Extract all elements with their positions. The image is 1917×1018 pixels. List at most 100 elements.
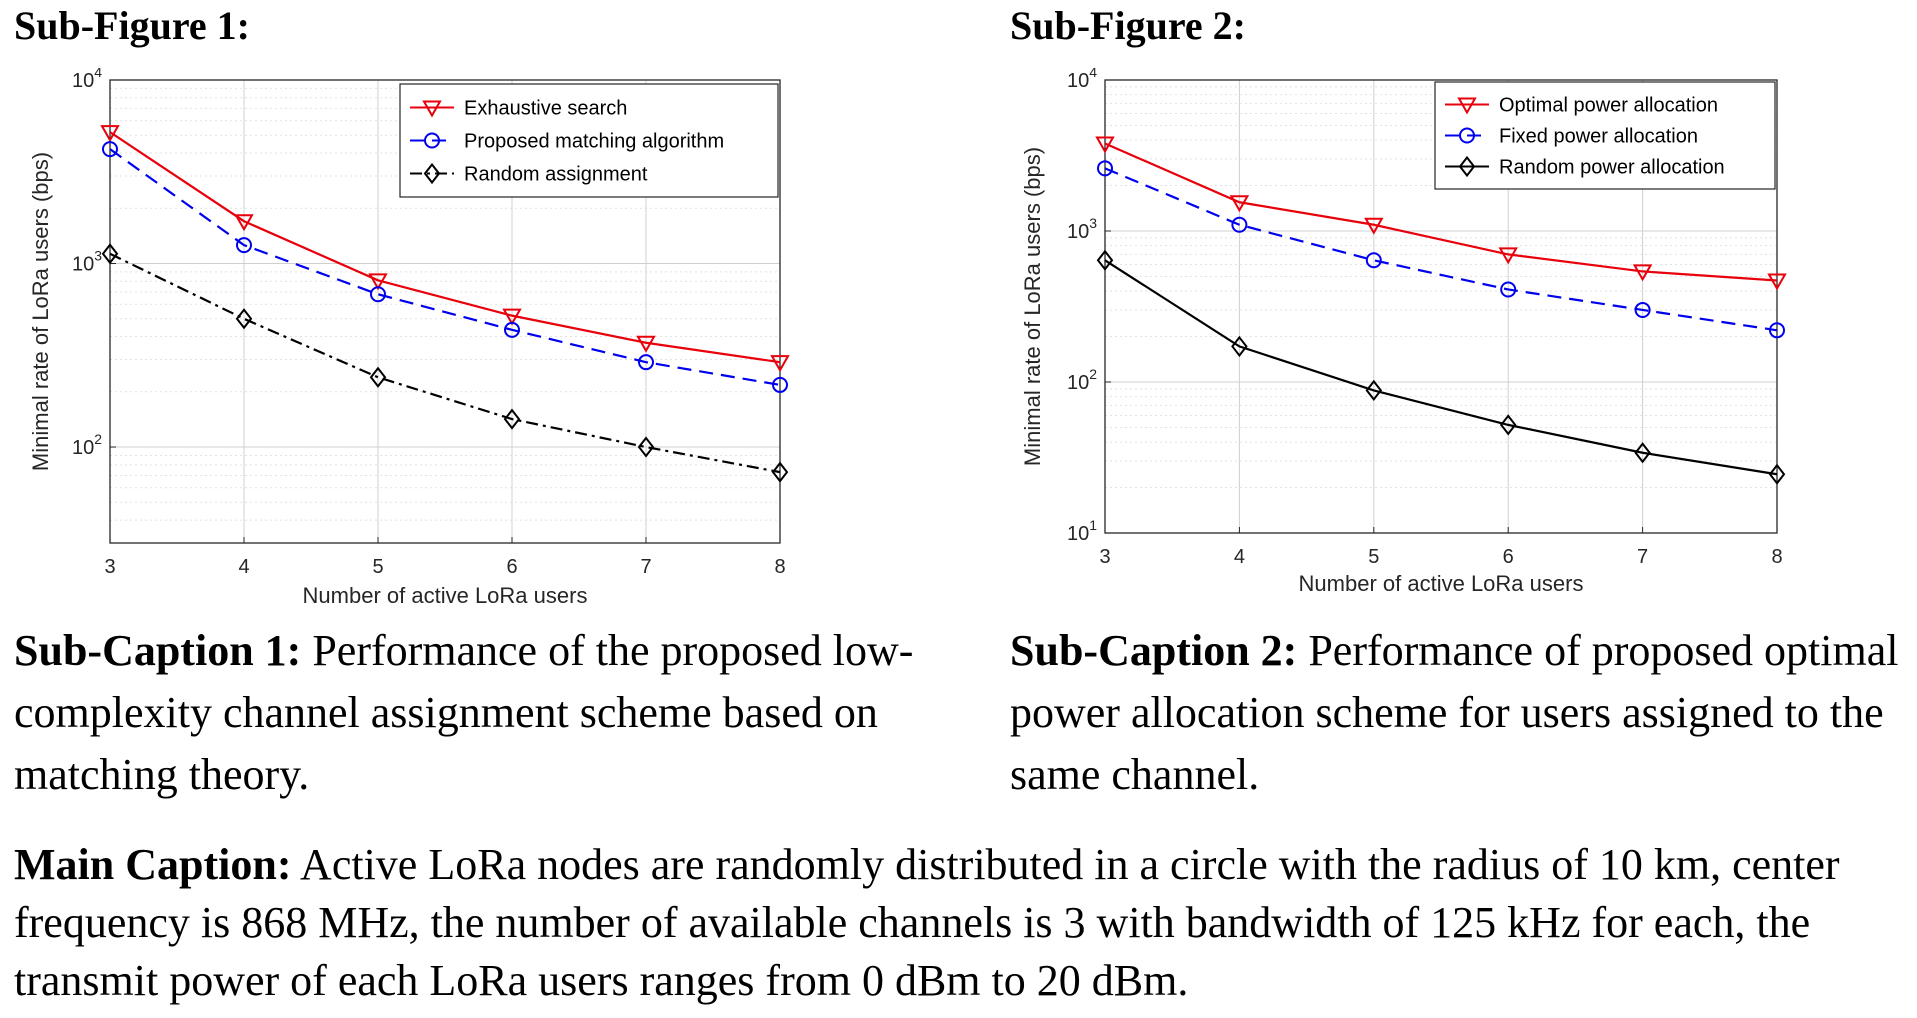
chart-2-series-2-line xyxy=(1104,167,1778,332)
chart-2-series-3-line xyxy=(1104,259,1778,476)
chart-2: 3 4 5 6 7 8 101 102 103 104 Number of active LoRa … xyxy=(990,68,1917,608)
chart-2-legend-marker xyxy=(1459,127,1475,144)
chart-2-series-1-point xyxy=(1095,136,1115,154)
chart-2-series-1-line xyxy=(1104,142,1778,282)
chart-2-svg: 3 4 5 6 7 8 101 102 103 104 Number of active LoRa … xyxy=(1020,68,1787,596)
subfigure-1-title: Sub-Figure 1: xyxy=(14,3,250,48)
chart-2-legend-box xyxy=(1434,81,1776,190)
chart-2-legend-label: Fixed power allocation xyxy=(1499,126,1698,148)
chart-1-series-3-point xyxy=(771,461,789,483)
chart-1-series-1-point xyxy=(636,335,656,353)
chart-2-series-1-point xyxy=(1364,217,1384,235)
subfigure-2-title: Sub-Figure 2: xyxy=(1010,3,1246,48)
sub-caption-2-text: Performance of proposed optimal power al… xyxy=(1010,626,1899,799)
chart-2-x-tick-label: 6 xyxy=(1503,546,1514,568)
chart-2-legend-label: Optimal power allocation xyxy=(1499,95,1718,117)
chart-1-series-1-point xyxy=(234,214,254,232)
chart-2-legend: Optimal power allocation Fixed power allo… xyxy=(1434,81,1776,190)
chart-1-series-3-point xyxy=(503,408,521,430)
chart-1-x-axis-label: Number of active LoRa users xyxy=(303,583,588,608)
chart-1-series-3-point xyxy=(101,243,119,265)
chart-1-x-tick-label: 6 xyxy=(506,556,517,578)
main-caption: Main Caption: Active LoRa nodes are rand… xyxy=(14,836,1909,1010)
chart-2-x-axis-label: Number of active LoRa users xyxy=(1299,571,1584,596)
chart-2-x-tick-label: 5 xyxy=(1368,546,1379,568)
chart-1-series-3-point xyxy=(637,436,655,458)
chart-2-axes-box xyxy=(1104,79,1778,534)
chart-1-legend-marker xyxy=(423,162,441,185)
chart-1-legend: Exhaustive search Proposed matching algor… xyxy=(399,83,779,198)
chart-2-series-3-point xyxy=(1634,442,1651,464)
chart-2-y-tick-label: 102 xyxy=(1067,366,1097,394)
chart-1-series-2-point xyxy=(638,354,654,371)
chart-1-legend-label: Exhaustive search xyxy=(464,98,627,120)
chart-1-y-axis-label: Minimal rate of LoRa users (bps) xyxy=(28,152,53,471)
chart-1-legend-box xyxy=(399,83,779,198)
chart-1-y-tick-label: 103 xyxy=(72,248,102,276)
chart-1-legend-marker xyxy=(424,132,440,149)
chart-2-y-tick-label: 101 xyxy=(1067,517,1097,545)
chart-2-series-2-point xyxy=(1365,252,1382,269)
chart-1-series-1-point xyxy=(368,273,388,291)
chart-1-x-tick-label: 4 xyxy=(238,556,249,578)
chart-1-legend-label: Random assignment xyxy=(464,164,648,186)
chart-1-series-2-point xyxy=(370,286,386,303)
chart-1-svg: 3 4 5 6 7 8 102 103 104 Number of active LoRa use… xyxy=(28,68,790,608)
chart-1-series-3 xyxy=(101,243,789,483)
chart-2-legend-marker xyxy=(1457,97,1477,115)
chart-1-series-1-point xyxy=(770,355,790,373)
main-caption-text: Active LoRa nodes are randomly distribut… xyxy=(14,840,1840,1005)
chart-1-series-3-point xyxy=(235,308,253,330)
chart-1-series-3-point xyxy=(369,366,387,388)
chart-2-series-1-point xyxy=(1767,273,1787,291)
chart-1-series-2-line xyxy=(109,148,781,387)
chart-2-series-1 xyxy=(1095,136,1787,291)
chart-1-x-tick-label: 3 xyxy=(104,556,115,578)
chart-1: 3 4 5 6 7 8 102 103 104 Number of active LoRa use… xyxy=(0,68,960,628)
chart-1-series-2-point xyxy=(102,141,118,158)
chart-1-series-1-point xyxy=(502,308,522,326)
chart-2-series-1-point xyxy=(1632,264,1653,282)
chart-2-series-3-point xyxy=(1365,379,1383,402)
chart-2-series-2-point xyxy=(1231,216,1248,233)
chart-1-series-2-point xyxy=(772,376,788,393)
chart-2-series-3-point xyxy=(1231,335,1248,358)
chart-2-series-2-point xyxy=(1500,281,1517,298)
chart-2-y-tick-label: 104 xyxy=(1067,68,1097,92)
chart-1-x-tick-label: 5 xyxy=(372,556,383,578)
sub-caption-1: Sub-Caption 1: Performance of the propos… xyxy=(14,620,964,806)
chart-2-series-2-point xyxy=(1634,301,1651,318)
chart-2-series-3-point xyxy=(1768,463,1786,485)
chart-2-legend-label: Random power allocation xyxy=(1499,157,1725,179)
chart-2-x-tick-label: 4 xyxy=(1234,546,1245,568)
chart-1-y-tick-label: 104 xyxy=(72,68,102,92)
chart-1-series-1-line xyxy=(109,131,781,364)
chart-2-y-axis-label: Minimal rate of LoRa users (bps) xyxy=(1020,147,1045,466)
chart-1-x-tick-label: 7 xyxy=(640,556,651,578)
sub-caption-2-label: Sub-Caption 2: xyxy=(1010,626,1298,675)
chart-2-series-2-point xyxy=(1097,160,1113,177)
chart-1-series-2 xyxy=(102,141,788,393)
sub-caption-1-text: Performance of the proposed low-complexi… xyxy=(14,626,914,799)
chart-2-series-2-point xyxy=(1769,322,1785,339)
sub-caption-2: Sub-Caption 2: Performance of proposed o… xyxy=(1010,620,1910,806)
chart-2-series-2 xyxy=(1097,160,1785,339)
chart-2-series-3-point xyxy=(1499,414,1517,436)
chart-2-legend-marker xyxy=(1458,155,1476,178)
chart-1-series-1 xyxy=(100,125,790,373)
sub-caption-1-label: Sub-Caption 1: xyxy=(14,626,302,675)
chart-2-series-1-point xyxy=(1498,247,1518,265)
main-caption-label: Main Caption: xyxy=(14,840,292,889)
chart-2-x-tick-label: 8 xyxy=(1771,546,1782,568)
chart-1-legend-marker xyxy=(422,100,442,118)
chart-2-series-1-point xyxy=(1229,195,1250,213)
chart-1-series-1-point xyxy=(100,125,120,143)
chart-1-axes-box xyxy=(109,79,781,544)
chart-2-series-3 xyxy=(1096,249,1786,485)
chart-1-series-2-point xyxy=(504,321,520,338)
chart-2-series-3-point xyxy=(1096,249,1114,271)
chart-1-x-tick-label: 8 xyxy=(774,556,785,578)
chart-1-y-tick-label: 102 xyxy=(72,431,102,459)
chart-2-x-tick-label: 3 xyxy=(1099,546,1110,568)
chart-1-series-2-point xyxy=(236,237,252,254)
